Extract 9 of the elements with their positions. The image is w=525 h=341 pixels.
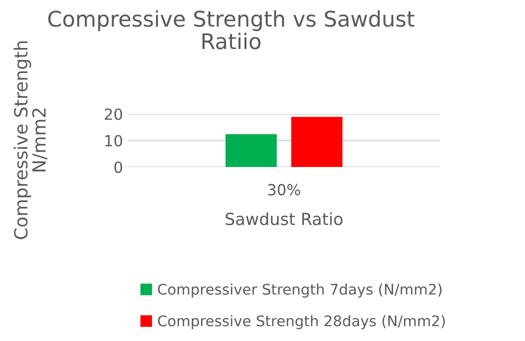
- legend-label: Compressiver Strength 7days (N/mm2): [158, 283, 442, 298]
- y-tick-label: 20: [104, 108, 122, 120]
- y-axis-title: Compressive Strength N/mm2: [14, 41, 48, 240]
- y-tick-label: 10: [105, 134, 122, 147]
- x-axis-title: Sawdust Ratio: [226, 212, 343, 226]
- x-tick-label: 30%: [268, 184, 300, 196]
- legend-label: Compressive Strength 28days (N/mm2): [158, 315, 445, 330]
- y-tick-label: 0: [114, 161, 122, 174]
- chart-title: Compressive Strength vs Sawdust Ratiio: [48, 10, 414, 50]
